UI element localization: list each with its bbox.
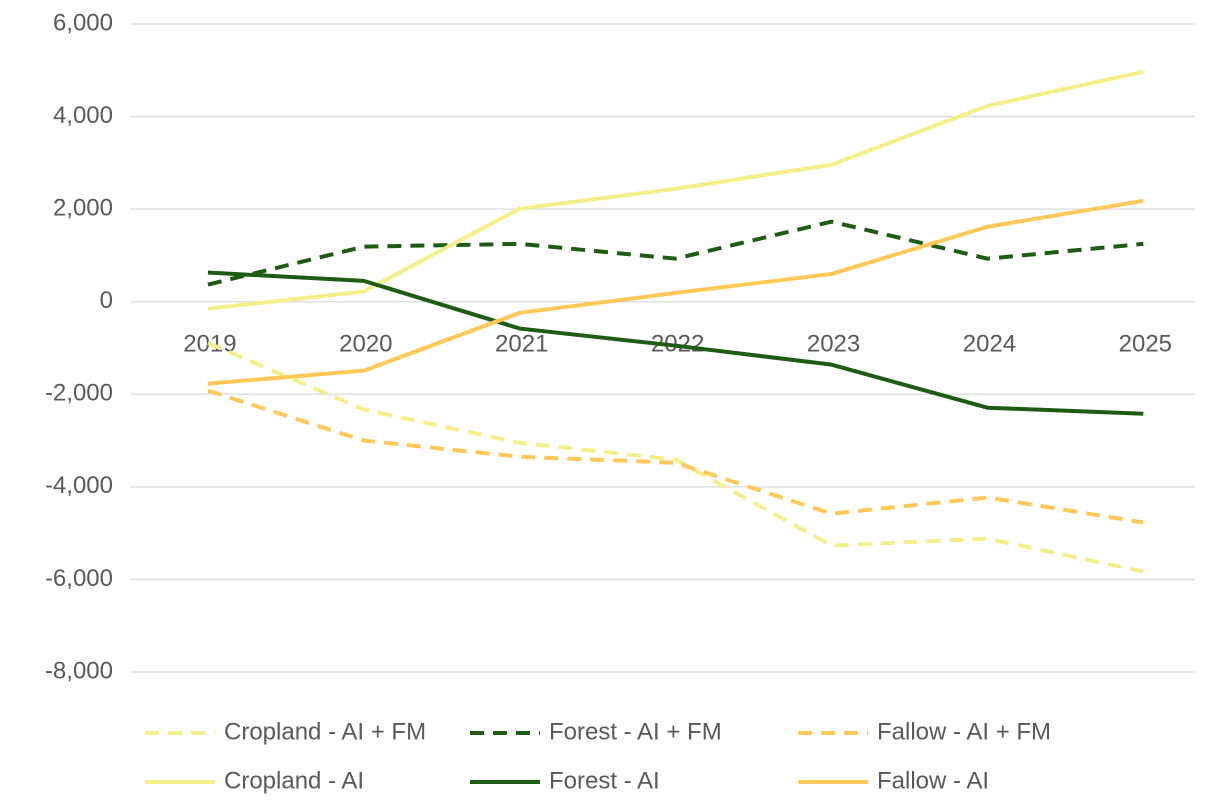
legend-item: Fallow - AI [798, 767, 989, 794]
y-tick-label: 4,000 [53, 102, 113, 129]
x-tick-label: 2023 [807, 330, 860, 357]
x-tick-label: 2024 [963, 330, 1016, 357]
line-series [207, 198, 1144, 386]
x-tick-label: 2020 [339, 330, 392, 357]
legend-item: Fallow - AI + FM [798, 718, 1051, 745]
legend-label: Cropland - AI + FM [224, 718, 426, 745]
line-series [207, 341, 1144, 574]
legend-label: Forest - AI + FM [549, 718, 722, 745]
line-series [207, 69, 1144, 311]
y-tick-label: -6,000 [45, 565, 113, 592]
legend-item: Cropland - AI [145, 767, 364, 794]
legend-label: Cropland - AI [224, 767, 364, 794]
y-tick-label: 0 [100, 287, 113, 314]
y-tick-label: -8,000 [45, 657, 113, 684]
legend-label: Forest - AI [549, 767, 660, 794]
legend-label: Fallow - AI + FM [877, 718, 1051, 745]
line-series [207, 388, 1144, 525]
legend-item: Cropland - AI + FM [145, 718, 426, 745]
line-series [207, 219, 1144, 287]
legend-item: Forest - AI [470, 767, 660, 794]
y-tick-label: -2,000 [45, 380, 113, 407]
y-tick-label: 6,000 [53, 9, 113, 36]
line-series [207, 270, 1144, 416]
legend-item: Forest - AI + FM [470, 718, 722, 745]
legend-label: Fallow - AI [877, 767, 989, 794]
x-tick-label: 2025 [1119, 330, 1172, 357]
y-tick-label: -4,000 [45, 472, 113, 499]
y-tick-label: 2,000 [53, 194, 113, 221]
x-tick-label: 2021 [495, 330, 548, 357]
